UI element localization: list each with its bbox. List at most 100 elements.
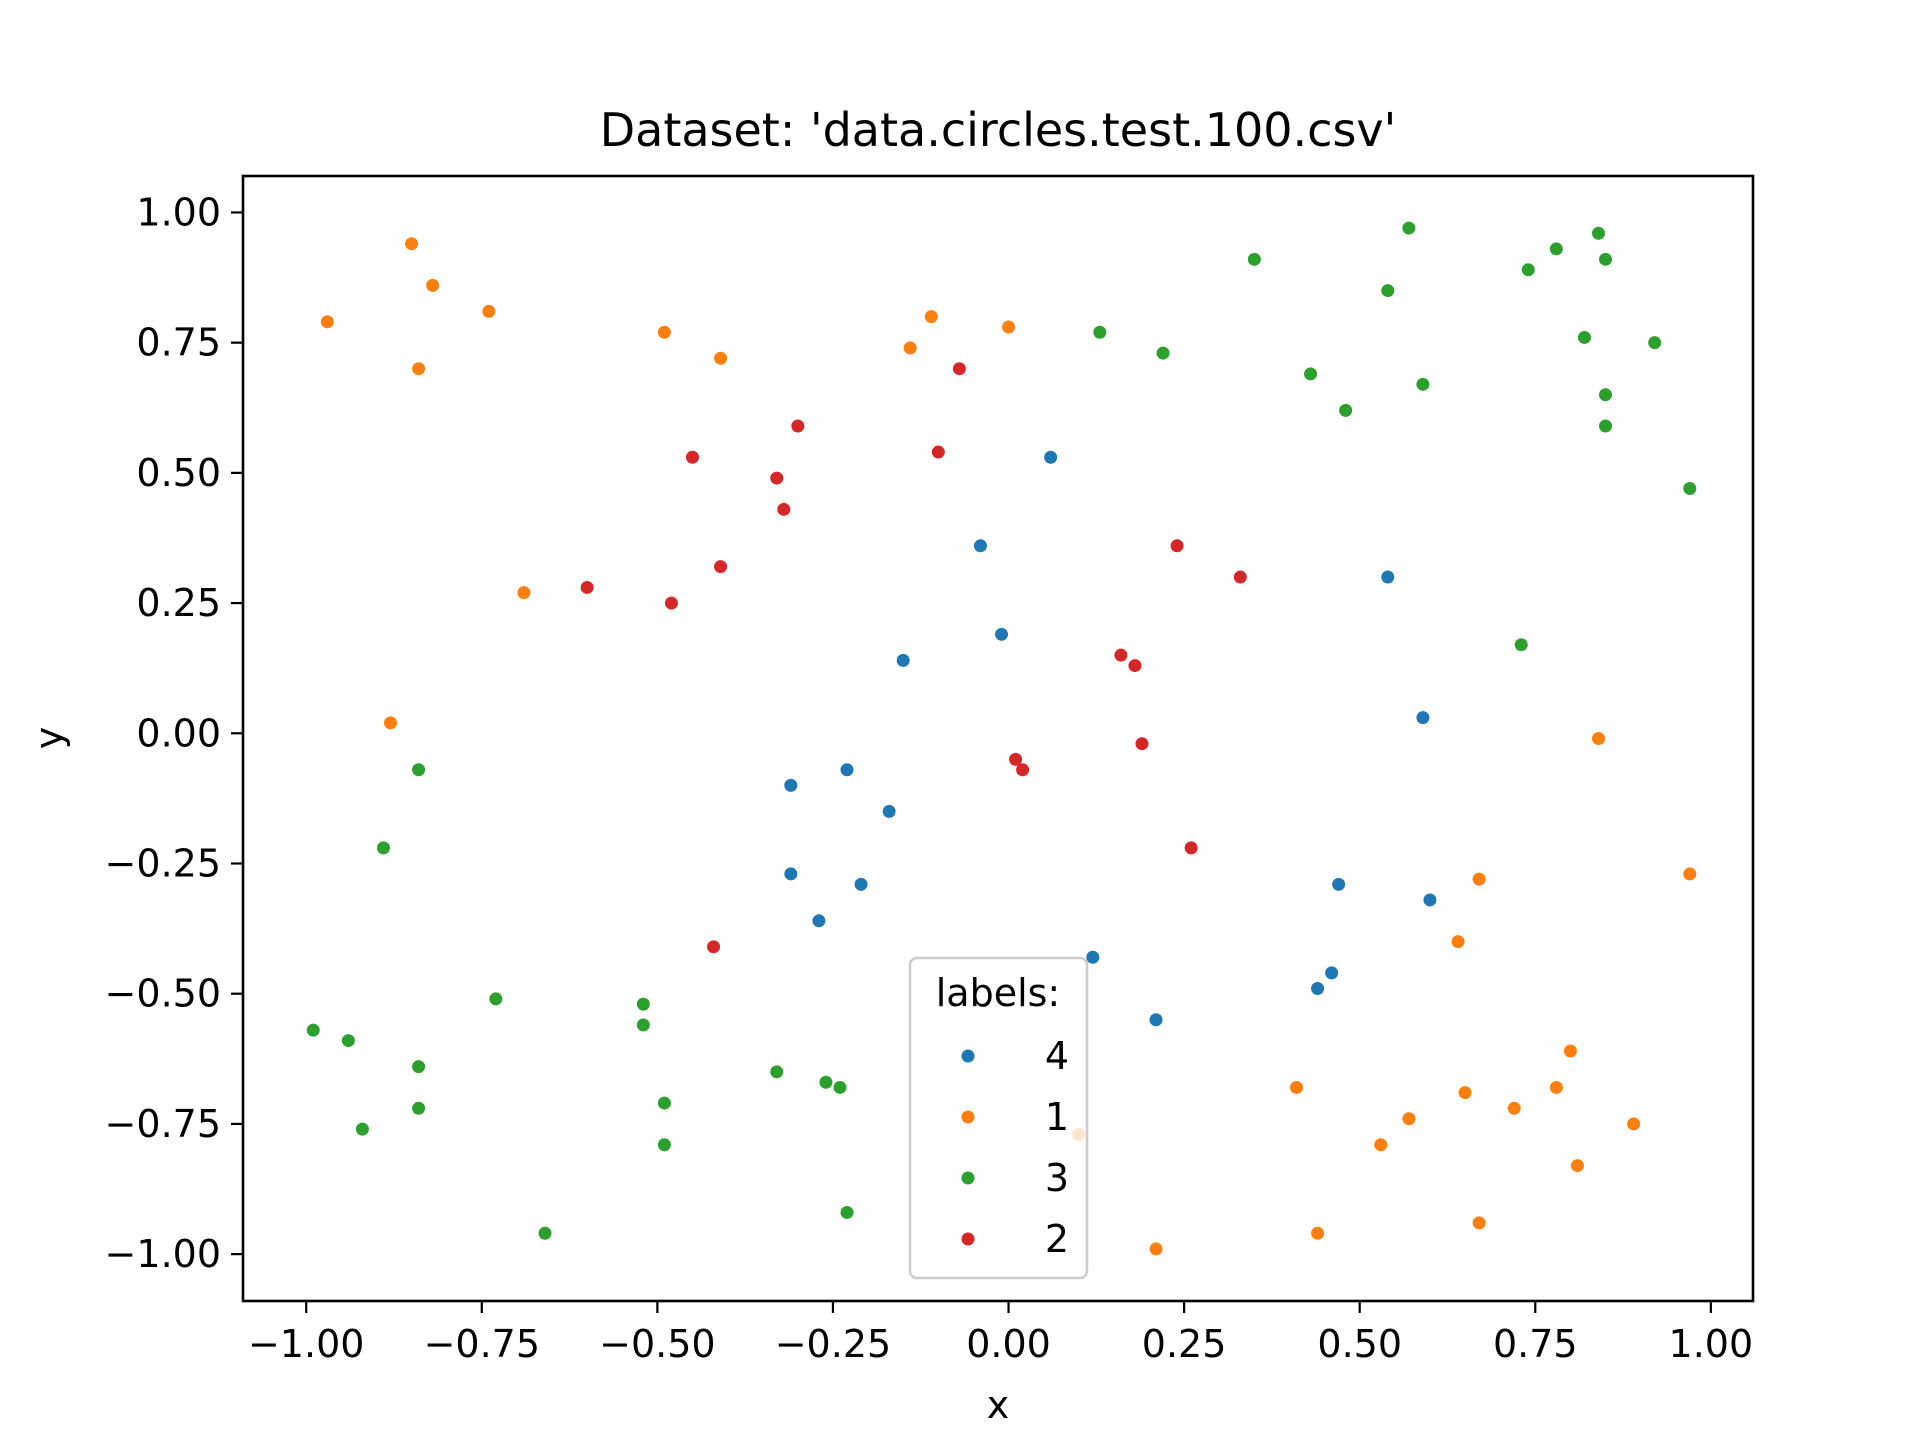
x-tick-label: −0.25 <box>775 1322 891 1366</box>
points-layer <box>306 221 1697 1256</box>
x-tick-label: −0.75 <box>424 1322 540 1366</box>
data-point-label-4-7 <box>784 778 798 792</box>
data-point-label-1-27 <box>1149 1242 1163 1256</box>
data-point-label-4-12 <box>1332 877 1346 891</box>
data-point-label-4-2 <box>995 627 1009 641</box>
data-point-label-1-20 <box>1507 1101 1521 1115</box>
data-point-label-3-30 <box>770 1065 784 1079</box>
legend-entries: 4 1 3 2 <box>961 1034 1069 1261</box>
data-point-label-3-16 <box>1156 346 1170 360</box>
data-point-label-4-13 <box>1423 893 1437 907</box>
data-point-label-3-2 <box>1381 284 1395 298</box>
data-point-label-2-13 <box>1135 737 1149 751</box>
data-point-label-3-14 <box>1683 482 1697 495</box>
data-point-label-1-19 <box>1458 1086 1472 1100</box>
data-point-label-3-23 <box>306 1023 320 1037</box>
legend-title: labels: <box>936 971 1061 1015</box>
data-point-label-3-4 <box>1549 242 1563 256</box>
data-point-label-1-16 <box>1289 1080 1303 1094</box>
data-point-label-1-7 <box>924 310 938 324</box>
legend-label-1: 1 <box>1045 1095 1069 1139</box>
data-point-label-4-11 <box>812 914 826 928</box>
data-point-label-2-1 <box>791 419 805 433</box>
data-point-label-1-5 <box>657 325 671 339</box>
data-point-label-3-6 <box>1599 252 1613 266</box>
data-point-label-3-11 <box>1339 403 1353 417</box>
legend-marker-3 <box>961 1171 975 1185</box>
data-point-label-4-3 <box>896 653 910 667</box>
data-point-label-3-22 <box>636 1018 650 1032</box>
y-tick-label: −0.50 <box>105 972 221 1016</box>
y-tick-label: 0.25 <box>136 581 221 625</box>
data-point-label-1-6 <box>714 351 728 365</box>
data-point-label-4-17 <box>1149 1013 1163 1027</box>
x-tick-label: 0.75 <box>1493 1322 1578 1366</box>
plot-frame <box>241 174 1755 1303</box>
data-point-label-3-33 <box>840 1205 854 1219</box>
data-point-label-2-16 <box>1184 841 1198 855</box>
data-point-label-3-32 <box>833 1080 847 1094</box>
data-point-label-1-13 <box>1683 867 1697 881</box>
data-point-label-4-16 <box>1325 966 1339 980</box>
data-point-label-3-25 <box>412 1060 426 1074</box>
data-point-label-3-10 <box>1416 377 1430 391</box>
data-point-label-4-6 <box>840 763 854 777</box>
data-point-label-2-17 <box>707 940 721 954</box>
data-point-label-3-12 <box>1599 388 1613 402</box>
legend-marker-4 <box>961 1049 975 1063</box>
data-point-label-1-12 <box>1591 732 1605 745</box>
x-tick-label: 1.00 <box>1669 1322 1754 1366</box>
data-point-label-3-8 <box>1648 336 1662 350</box>
legend-label-3: 3 <box>1045 1156 1069 1200</box>
data-point-label-4-10 <box>854 877 868 891</box>
data-point-label-1-3 <box>412 362 426 376</box>
data-point-label-1-17 <box>1402 1112 1416 1126</box>
data-point-label-1-22 <box>1563 1044 1577 1058</box>
data-point-label-3-18 <box>412 763 426 777</box>
data-point-label-1-15 <box>1451 935 1465 949</box>
data-point-label-3-5 <box>1591 226 1605 240</box>
data-point-label-2-7 <box>580 580 594 594</box>
data-point-label-3-15 <box>1093 325 1107 339</box>
data-point-label-2-12 <box>1128 659 1142 673</box>
data-point-label-1-4 <box>482 304 496 318</box>
y-tick-label: 1.00 <box>136 190 221 234</box>
data-point-label-4-9 <box>784 867 798 881</box>
data-point-label-2-6 <box>714 560 728 574</box>
x-tick-label: −0.50 <box>599 1322 715 1366</box>
data-point-label-3-0 <box>1247 252 1261 266</box>
data-point-label-3-21 <box>636 997 650 1011</box>
data-point-label-4-8 <box>882 804 896 818</box>
x-axis: −1.00 −0.75 −0.50 −0.25 0.00 0.25 0.50 0.75 1.00 <box>248 1301 1753 1366</box>
data-point-label-1-26 <box>1311 1226 1325 1240</box>
x-tick-label: 0.50 <box>1317 1322 1402 1366</box>
data-point-label-2-3 <box>931 445 945 459</box>
y-tick-label: 0.00 <box>136 711 221 755</box>
legend-box <box>908 956 1089 1280</box>
x-tick-label: 0.00 <box>966 1322 1051 1366</box>
data-point-label-3-31 <box>819 1075 833 1089</box>
data-point-label-2-10 <box>1233 570 1247 584</box>
data-point-label-3-17 <box>1514 638 1528 652</box>
data-point-label-3-20 <box>489 992 503 1006</box>
data-point-label-1-11 <box>383 716 397 730</box>
legend-marker-2 <box>961 1232 975 1246</box>
data-point-label-1-25 <box>1472 1216 1486 1230</box>
y-tick-label: 0.75 <box>136 321 221 365</box>
data-point-label-2-14 <box>1009 752 1023 766</box>
data-point-label-1-8 <box>903 341 917 355</box>
data-point-label-2-2 <box>685 450 699 464</box>
data-point-label-1-23 <box>1627 1117 1641 1131</box>
data-point-label-4-4 <box>1381 570 1395 584</box>
data-point-label-3-9 <box>1304 367 1318 381</box>
data-point-label-4-15 <box>1311 982 1325 995</box>
data-point-label-2-5 <box>777 502 791 516</box>
legend-label-2: 2 <box>1045 1217 1069 1261</box>
x-axis-label: x <box>987 1383 1010 1427</box>
data-point-label-4-5 <box>1416 711 1430 725</box>
data-point-label-2-0 <box>952 362 966 376</box>
chart-title: Dataset: 'data.circles.test.100.csv' <box>600 103 1397 157</box>
data-point-label-1-14 <box>1472 872 1486 886</box>
